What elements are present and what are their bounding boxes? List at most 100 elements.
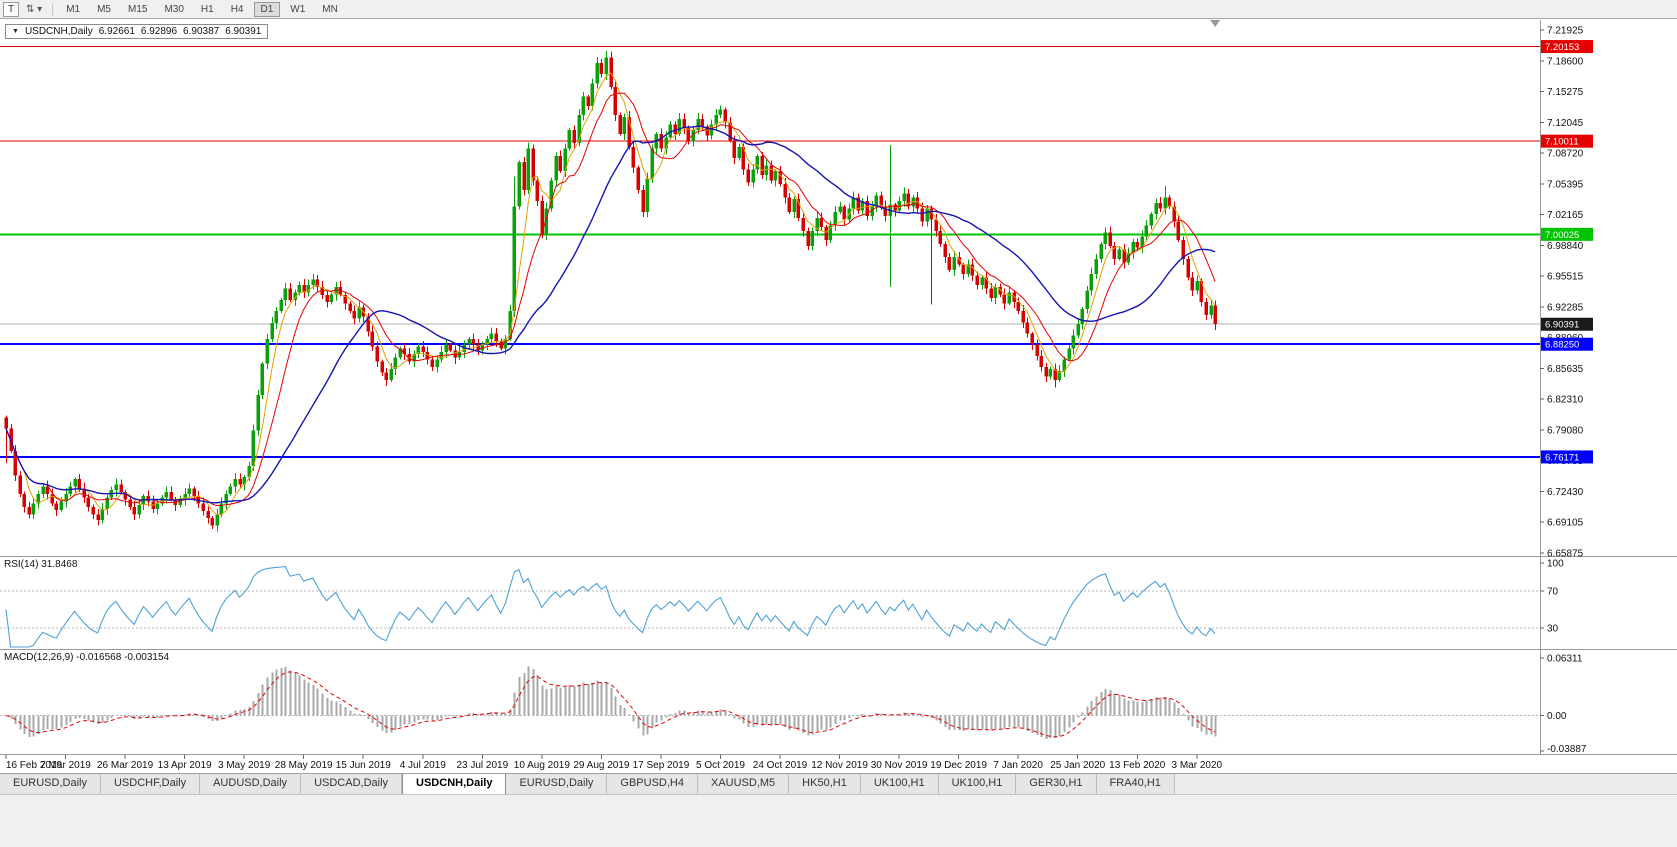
svg-text:7.02165: 7.02165 [1547,210,1584,221]
chart-info-box[interactable]: ▼ USDCNH,Daily 6.92661 6.92896 6.90387 6… [5,24,269,39]
macd-indicator-label: MACD(12,26,9) -0.016568 -0.003154 [4,652,170,663]
svg-text:12 Nov 2019: 12 Nov 2019 [811,760,868,771]
chart-tab-hk50-h1[interactable]: HK50,H1 [789,774,861,794]
timeframe-button-d1[interactable]: D1 [253,1,281,17]
mid-ma-line [5,92,1216,507]
svg-text:7.08720: 7.08720 [1547,149,1584,160]
svg-text:-0.03887: -0.03887 [1547,744,1587,755]
price-badge: 7.00025 [1541,227,1593,241]
svg-text:70: 70 [1547,586,1559,597]
price-badge: 6.88250 [1541,337,1593,351]
macd-histogram [10,666,1217,739]
chart-tab-eurusd-daily[interactable]: EURUSD,Daily [0,774,101,794]
svg-text:7.00025: 7.00025 [1545,230,1579,241]
rsi-indicator-label: RSI(14) 31.8468 [4,559,78,570]
svg-text:17 Sep 2019: 17 Sep 2019 [633,760,690,771]
candles-layer [4,50,1217,532]
svg-text:100: 100 [1547,559,1564,570]
ohlc-close: 6.90391 [225,26,262,37]
svg-text:0.06311: 0.06311 [1547,654,1583,665]
svg-text:5 Oct 2019: 5 Oct 2019 [696,760,745,771]
svg-text:6.98840: 6.98840 [1547,241,1584,252]
svg-text:7.20153: 7.20153 [1545,42,1579,53]
svg-text:6.88250: 6.88250 [1545,340,1579,351]
svg-text:6.76171: 6.76171 [1545,452,1579,463]
svg-text:7.21925: 7.21925 [1547,26,1584,37]
chart-tabs-bar: EURUSD,Daily USDCHF,Daily AUDUSD,Daily USDC… [0,773,1677,794]
svg-text:10 Aug 2019: 10 Aug 2019 [514,760,571,771]
ohlc-low: 6.90387 [183,26,220,37]
svg-text:6.92285: 6.92285 [1547,302,1584,313]
svg-text:6.85635: 6.85635 [1547,364,1584,375]
price-badge: 7.20153 [1541,40,1593,54]
timeframe-button-mn[interactable]: MN [322,3,338,15]
toolbar-separator [52,2,54,16]
timeframe-button-h1[interactable]: H1 [200,3,214,15]
svg-text:7.12045: 7.12045 [1547,118,1584,129]
svg-text:3 Mar 2020: 3 Mar 2020 [1172,760,1223,771]
svg-text:7.10011: 7.10011 [1545,137,1579,148]
chart-tab-fra40-h1[interactable]: FRA40,H1 [1096,774,1175,794]
chart-tab-ger30-h1[interactable]: GER30,H1 [1016,774,1097,794]
svg-text:4 Jul 2019: 4 Jul 2019 [400,760,447,771]
chart-tab-usdcnh-daily[interactable]: USDCNH,Daily [402,774,507,794]
timeframe-button-h4[interactable]: H4 [230,3,244,15]
price-badge: 6.90391 [1541,317,1593,331]
rsi-pane: 100 70 30 [0,559,1564,648]
timeframe-button-m5[interactable]: M5 [97,3,111,15]
chart-shift-marker[interactable] [1210,20,1221,27]
chart-symbol-label: USDCNH,Daily [24,26,93,37]
collapse-arrow-icon[interactable]: ▼ [12,28,19,35]
ohlc-high: 6.92896 [140,26,178,37]
price-badge: 6.76171 [1541,450,1593,464]
horizontal-levels [0,46,1540,458]
svg-text:6.65875: 6.65875 [1547,549,1584,560]
timeframe-button-m1[interactable]: M1 [66,3,81,15]
cursor-select-icon[interactable]: ⇅ ▾ [26,3,43,15]
svg-text:0.00: 0.00 [1547,711,1567,722]
svg-text:30 Nov 2019: 30 Nov 2019 [871,760,928,771]
status-bar [0,794,1677,847]
svg-text:25 Jan 2020: 25 Jan 2020 [1050,760,1105,771]
chart-tab-uk100-h1[interactable]: UK100,H1 [860,774,939,794]
price-axis: 7.21925 7.18600 7.15275 7.12045 7.08720 7.053… [1540,26,1584,560]
chart-window-icon[interactable]: T [3,1,19,17]
svg-text:7 Mar 2019: 7 Mar 2019 [40,760,91,771]
svg-text:23 Jul 2019: 23 Jul 2019 [456,760,508,771]
svg-text:7.15275: 7.15275 [1547,87,1584,98]
svg-text:13 Feb 2020: 13 Feb 2020 [1109,760,1166,771]
svg-text:3 May 2019: 3 May 2019 [218,760,271,771]
price-badge: 7.10011 [1541,134,1593,148]
timeframe-button-m30[interactable]: M30 [164,3,184,15]
chart-tab-xauusd-m5[interactable]: XAUUSD,M5 [697,774,790,794]
chart-tab-usdcad-daily[interactable]: USDCAD,Daily [301,774,403,794]
chart-tab-eurusd-daily[interactable]: EURUSD,Daily [506,774,608,794]
slow-ma-line [5,125,1216,504]
rsi-line [5,566,1216,648]
chart-tab-usdchf-daily[interactable]: USDCHF,Daily [100,774,201,794]
timeframe-toolbar: T ⇅ ▾ M1 M5 M15 M30 H1 H4 D1 W1 MN [0,0,1677,19]
pane-separators [0,20,1677,755]
chart-tab-audusd-daily[interactable]: AUDUSD,Daily [200,774,302,794]
macd-signal-line [5,671,1216,738]
svg-text:6.95515: 6.95515 [1547,272,1584,283]
timeframe-button-w1[interactable]: W1 [290,3,306,15]
chart-tab-gbpusd-h4[interactable]: GBPUSD,H4 [607,774,698,794]
svg-text:19 Dec 2019: 19 Dec 2019 [930,760,987,771]
svg-text:13 Apr 2019: 13 Apr 2019 [158,760,212,771]
svg-text:6.82310: 6.82310 [1547,395,1584,406]
svg-text:6.90391: 6.90391 [1545,320,1579,331]
svg-text:30: 30 [1547,624,1559,635]
chart-tab-uk100-h1[interactable]: UK100,H1 [938,774,1017,794]
svg-text:29 Aug 2019: 29 Aug 2019 [573,760,630,771]
macd-pane: 0.06311 0.00 -0.03887 [0,654,1587,755]
svg-text:7.05395: 7.05395 [1547,179,1584,190]
svg-text:6.69105: 6.69105 [1547,518,1584,529]
svg-text:26 Mar 2019: 26 Mar 2019 [97,760,154,771]
fast-ma-line [5,72,1216,515]
svg-text:6.72430: 6.72430 [1547,487,1584,498]
timeframe-button-m15[interactable]: M15 [128,3,148,15]
